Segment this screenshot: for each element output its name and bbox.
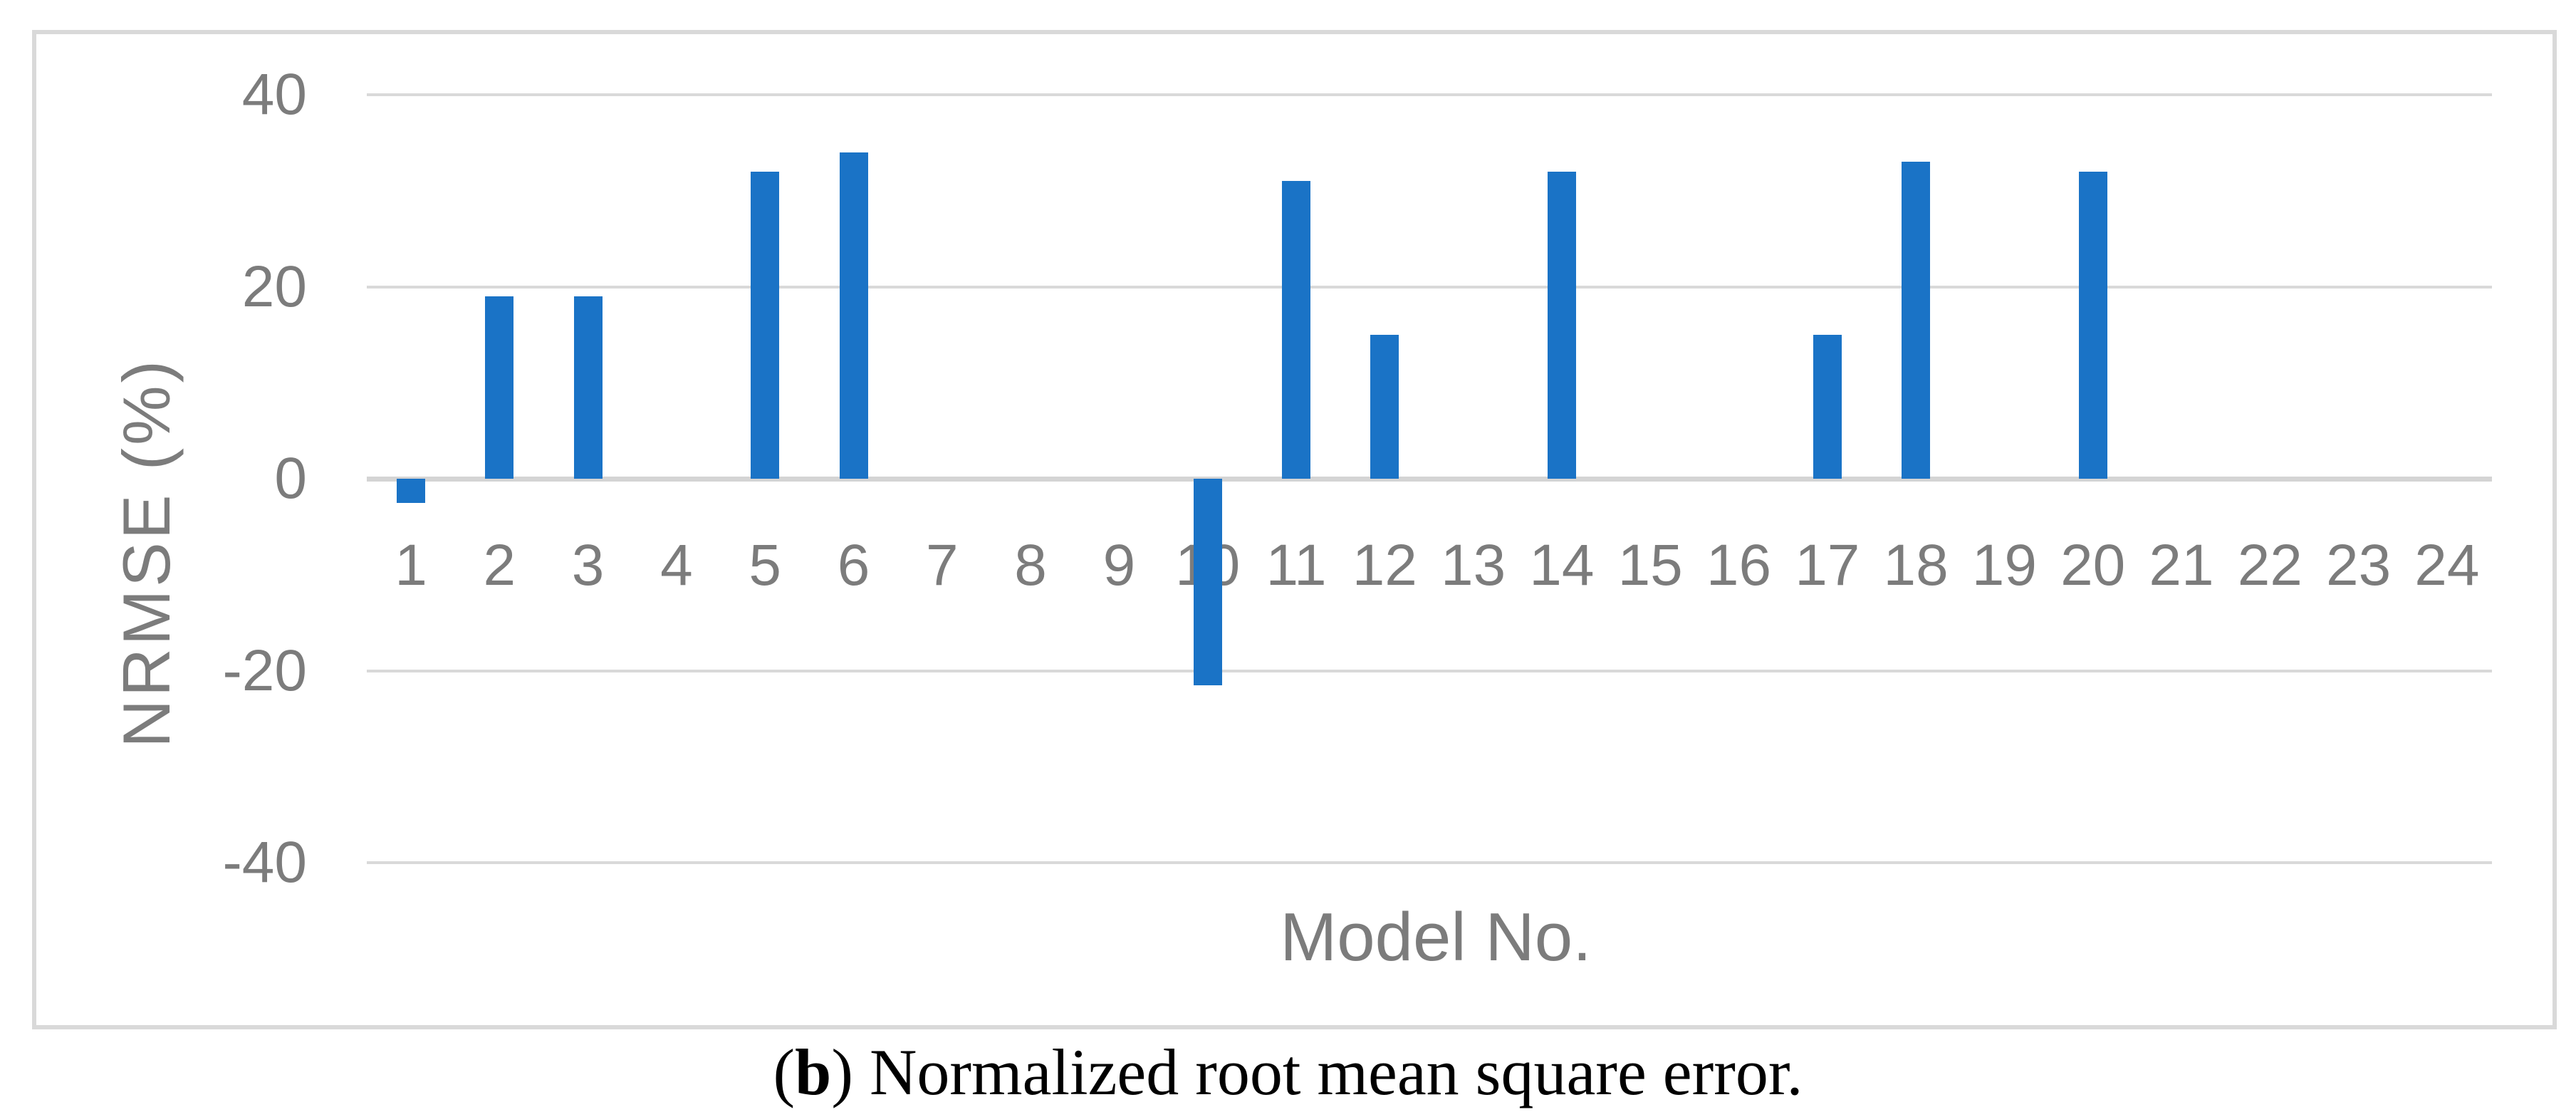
x-axis-title: Model No. (1280, 899, 1592, 975)
x-tick-label: 3 (571, 533, 605, 598)
x-tick-label: 17 (1795, 533, 1860, 598)
chart-frame: 40200-20-4012345678910111213141516171819… (32, 30, 2557, 1029)
x-tick-label: 12 (1352, 533, 1417, 598)
y-tick-label: 0 (274, 446, 307, 511)
gridline (367, 669, 2492, 672)
x-tick-label: 24 (2414, 533, 2480, 598)
bar (573, 296, 603, 479)
caption-bold-label: b (795, 1036, 832, 1108)
x-axis-line (367, 477, 2492, 482)
x-tick-label: 21 (2149, 533, 2214, 598)
x-tick-label: 15 (1617, 533, 1683, 598)
bar (1813, 334, 1842, 479)
x-tick-label: 13 (1440, 533, 1506, 598)
y-axis-title: NRMSE (%) (109, 358, 184, 748)
gridline (367, 861, 2492, 864)
gridline (367, 285, 2492, 289)
y-tick-label: -20 (222, 638, 307, 703)
y-tick-label: 40 (241, 62, 307, 127)
x-tick-label: 1 (395, 533, 427, 598)
bar (397, 479, 425, 503)
y-tick-label: 20 (241, 254, 307, 319)
x-tick-label: 23 (2325, 533, 2392, 598)
x-tick-label: 14 (1529, 533, 1595, 598)
x-tick-label: 9 (1102, 533, 1136, 598)
bar (1902, 162, 1931, 479)
x-tick-label: 2 (483, 533, 516, 598)
x-tick-label: 20 (2060, 533, 2126, 598)
figure-caption: (b) Normalized root mean square error. (0, 1034, 2576, 1110)
x-tick-label: 8 (1014, 533, 1047, 598)
bar (1282, 181, 1310, 479)
x-tick-label: 7 (925, 533, 959, 598)
x-tick-label: 19 (1971, 533, 2037, 598)
gridline (367, 93, 2492, 96)
x-tick-label: 6 (837, 533, 870, 598)
plot-area: 40200-20-4012345678910111213141516171819… (36, 34, 2552, 1025)
bar (751, 171, 780, 479)
bar (839, 152, 868, 479)
caption-text: ) Normalized root mean square error. (831, 1036, 1803, 1108)
bar (1370, 334, 1399, 479)
x-tick-label: 5 (749, 533, 781, 598)
caption-paren-open: ( (773, 1036, 796, 1108)
x-tick-label: 11 (1266, 533, 1327, 598)
x-tick-label: 18 (1883, 533, 1949, 598)
bar (2078, 171, 2107, 479)
x-tick-label: 22 (2237, 533, 2303, 598)
bar (1547, 171, 1576, 479)
x-tick-label: 16 (1706, 533, 1772, 598)
bar (485, 296, 514, 479)
x-tick-label: 4 (660, 533, 693, 598)
bar (1193, 479, 1222, 685)
y-tick-label: -40 (222, 830, 307, 895)
